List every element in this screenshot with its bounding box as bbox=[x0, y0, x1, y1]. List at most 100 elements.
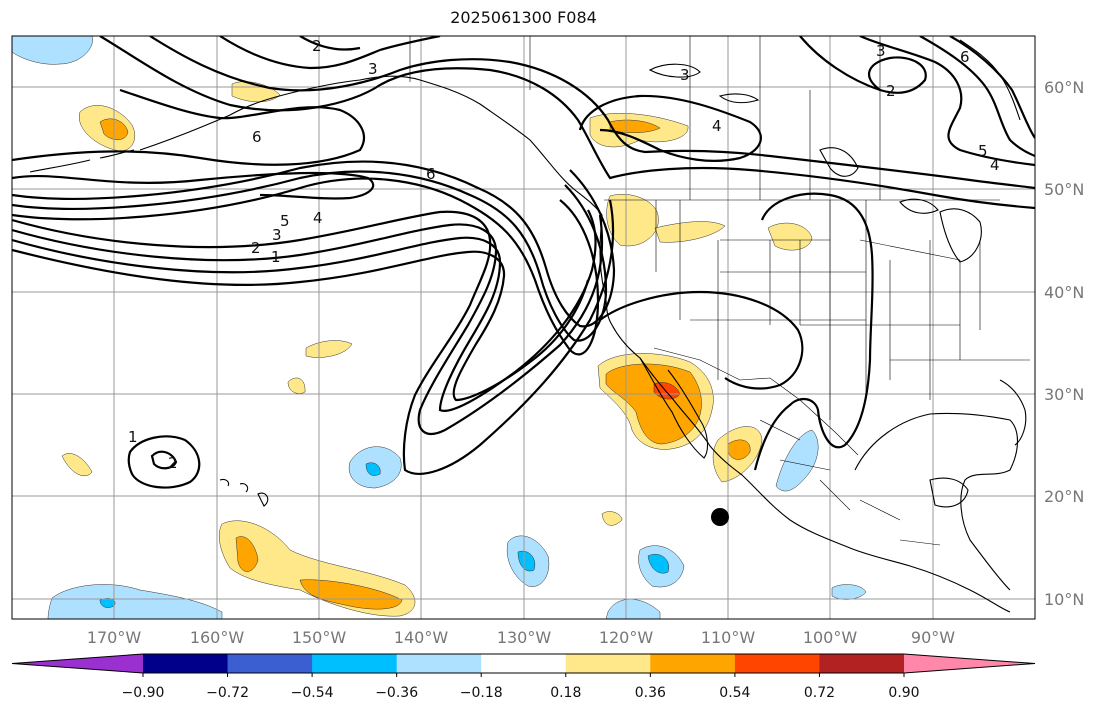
contour-label: 2 bbox=[168, 454, 178, 472]
lon-label: 170°W bbox=[87, 628, 142, 647]
contour-label: 6 bbox=[252, 128, 262, 146]
pos-area bbox=[654, 221, 726, 243]
lon-label: 110°W bbox=[701, 628, 756, 647]
lat-label: 30°N bbox=[1044, 385, 1084, 404]
contour-line bbox=[919, 36, 1035, 158]
colorbar-swatch bbox=[734, 654, 820, 673]
contour-label: 5 bbox=[280, 212, 290, 230]
contour-label: 2 bbox=[312, 37, 322, 55]
contour-label: 3 bbox=[272, 226, 282, 244]
canada-provinces bbox=[529, 36, 881, 200]
state-lines bbox=[655, 200, 1030, 420]
pos-area bbox=[305, 340, 353, 358]
colorbar-tick-label: 0.72 bbox=[804, 685, 835, 701]
contour-line bbox=[299, 36, 361, 51]
contour-label: 5 bbox=[978, 142, 988, 160]
pos-area bbox=[727, 439, 751, 460]
colorbar-swatch bbox=[312, 654, 398, 673]
colorbar-extend-min bbox=[12, 654, 143, 673]
contour-line bbox=[219, 36, 441, 70]
coastlines bbox=[29, 36, 1030, 613]
contour-line bbox=[12, 199, 615, 475]
pos-area bbox=[606, 194, 659, 247]
contour-line bbox=[99, 36, 1035, 210]
map-frame bbox=[11, 35, 1036, 620]
neg-area bbox=[647, 554, 670, 574]
graticule bbox=[12, 36, 1035, 619]
lat-label: 40°N bbox=[1044, 283, 1084, 302]
colorbar-swatch bbox=[396, 654, 482, 673]
islands-north bbox=[648, 63, 859, 177]
lon-label: 120°W bbox=[599, 628, 654, 647]
lake-superior bbox=[899, 198, 939, 214]
colorbar-extend-max bbox=[904, 654, 1035, 673]
latitude-labels: 60°N 50°N 40°N 30°N 20°N 10°N bbox=[1044, 78, 1084, 609]
aleutian-islands bbox=[29, 149, 135, 173]
alaska-coast bbox=[139, 75, 603, 216]
neg-area bbox=[831, 584, 867, 600]
shading-layer bbox=[12, 36, 867, 619]
pos-area bbox=[235, 536, 259, 572]
colorbar-tick-label: −0.18 bbox=[460, 685, 503, 701]
colorbar-tick-label: 0.36 bbox=[635, 685, 666, 701]
contour-line bbox=[799, 36, 927, 94]
contour-line bbox=[12, 171, 375, 200]
mexico-states bbox=[759, 419, 941, 546]
pos-area bbox=[767, 222, 813, 251]
map-area: 2 3 6 6 5 4 3 2 1 4 3 3 2 6 5 4 1 2 bbox=[12, 36, 1035, 619]
lon-label: 160°W bbox=[190, 628, 245, 647]
contour-line bbox=[599, 290, 804, 390]
lat-label: 60°N bbox=[1044, 78, 1084, 97]
lon-label: 90°W bbox=[911, 628, 955, 647]
colorbar-tick-label: 0.54 bbox=[719, 685, 750, 701]
lon-label: 150°W bbox=[292, 628, 347, 647]
contour-line bbox=[149, 36, 1035, 190]
colorbar-tick-label: −0.72 bbox=[206, 685, 249, 701]
contour-label: 3 bbox=[680, 66, 690, 84]
bc-coast bbox=[599, 214, 1011, 613]
contour-line bbox=[12, 88, 366, 166]
yucatan-coast bbox=[929, 477, 969, 508]
colorbar: −0.90 −0.72 −0.54 −0.36 −0.18 0.18 0.36 0.54 0.7… bbox=[11, 653, 1036, 701]
neg-area bbox=[605, 599, 661, 619]
colorbar-tick-label: −0.90 bbox=[122, 685, 165, 701]
neg-area bbox=[775, 429, 819, 492]
lat-label: 50°N bbox=[1044, 180, 1084, 199]
contour-line bbox=[12, 214, 604, 435]
contour-label: 6 bbox=[960, 48, 970, 66]
contour-line bbox=[753, 192, 874, 471]
colorbar-swatch bbox=[143, 654, 229, 673]
contour-label-layer: 2 3 6 6 5 4 3 2 1 4 3 3 2 6 5 4 1 2 bbox=[128, 37, 1000, 472]
contour-label: 1 bbox=[271, 248, 281, 266]
neg-area bbox=[365, 462, 381, 476]
neg-area bbox=[12, 36, 93, 65]
lon-label: 100°W bbox=[803, 628, 858, 647]
contour-label: 4 bbox=[313, 209, 323, 227]
colorbar-swatch bbox=[650, 654, 736, 673]
lon-label: 130°W bbox=[497, 628, 552, 647]
colorbar-tick-label: 0.18 bbox=[550, 685, 581, 701]
florida-coast bbox=[999, 379, 1027, 446]
lat-label: 20°N bbox=[1044, 487, 1084, 506]
contour-line bbox=[949, 36, 1035, 139]
contour-label: 3 bbox=[368, 60, 378, 78]
contour-label: 6 bbox=[426, 165, 436, 183]
pos-area bbox=[287, 377, 306, 394]
neg-area bbox=[517, 550, 536, 572]
location-marker bbox=[711, 508, 729, 526]
contour-line bbox=[12, 160, 616, 328]
contour-label: 2 bbox=[251, 239, 261, 257]
contour-lines bbox=[12, 36, 1035, 489]
colorbar-tick-label: 0.90 bbox=[888, 685, 919, 701]
contour-label: 1 bbox=[128, 428, 138, 446]
us-mexico-border bbox=[653, 347, 859, 456]
pos-area bbox=[601, 511, 623, 526]
colorbar-tick-label: −0.54 bbox=[291, 685, 334, 701]
neg-area bbox=[47, 584, 223, 619]
colorbar-swatch bbox=[565, 654, 651, 673]
great-lakes bbox=[939, 208, 982, 263]
colorbar-tick-label: −0.36 bbox=[375, 685, 418, 701]
contour-line bbox=[859, 36, 1035, 167]
map-title: 2025061300 F084 bbox=[450, 8, 597, 27]
